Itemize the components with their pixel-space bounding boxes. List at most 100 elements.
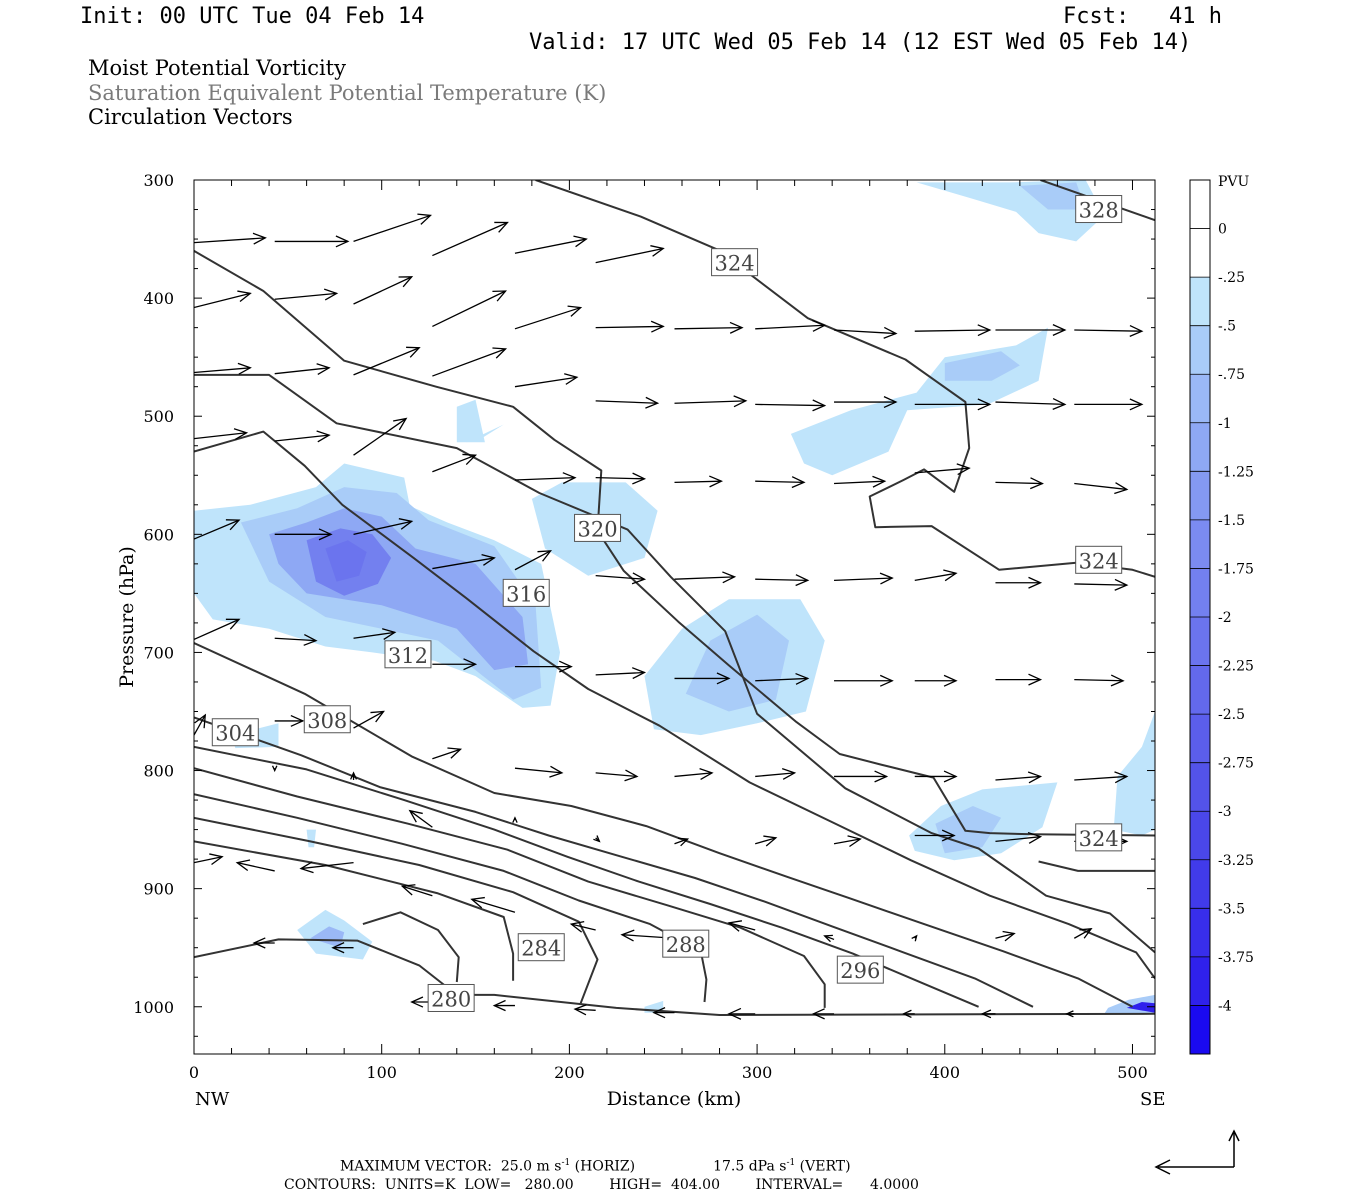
vector-head [883, 326, 898, 339]
circulation-vector [194, 428, 249, 441]
vector-head [400, 884, 416, 896]
colorbar-label: -3.5 [1218, 901, 1245, 917]
circulation-vector [1074, 482, 1129, 495]
vector-head [271, 765, 278, 773]
vector-head [235, 859, 251, 872]
circulation-vector [674, 475, 724, 488]
colorbar-swatch [1190, 180, 1210, 230]
vector-head [631, 572, 647, 585]
vector-shaft [755, 837, 777, 845]
thetae-contour-308-6 [194, 642, 1133, 1008]
vector-shaft [595, 247, 664, 264]
vector-head [1114, 771, 1129, 784]
vector-shaft [674, 400, 746, 404]
vector-head [447, 747, 463, 759]
vector-shaft [432, 290, 506, 328]
vector-shaft [674, 772, 713, 778]
vector-shaft [353, 418, 407, 456]
x-tick-label: 200 [554, 1063, 585, 1082]
vector-shaft [432, 348, 506, 377]
circulation-vector [755, 476, 806, 489]
x-tick-label: 100 [366, 1063, 397, 1082]
vector-shaft [995, 401, 1065, 406]
vector-head [763, 835, 778, 847]
circulation-vector [995, 831, 1043, 844]
vector-shaft [300, 862, 354, 870]
vector-shaft [995, 836, 1041, 843]
vector-shaft [755, 578, 808, 582]
y-tick-label: 600 [143, 525, 174, 544]
circulation-vector [432, 747, 463, 760]
vector-head [943, 770, 958, 783]
vector-shaft [995, 932, 1015, 939]
circulation-vector [674, 768, 714, 780]
vector-head [194, 713, 207, 729]
vector-shaft [755, 480, 805, 484]
vector-shaft [834, 480, 885, 485]
circulation-vector [995, 930, 1016, 942]
max-vector-horiz: 25.0 m s [500, 1158, 562, 1175]
vector-shaft [194, 432, 247, 440]
circulation-vector [1074, 578, 1129, 591]
vector-shaft [194, 367, 251, 374]
circulation-vector [652, 1007, 675, 1019]
contour-label-text: 316 [506, 582, 546, 606]
contour-label-324: 324 [1075, 823, 1123, 852]
circulation-vector [833, 835, 862, 848]
vector-head [1052, 398, 1067, 410]
vector-head [1029, 477, 1044, 490]
circulation-vector [914, 398, 992, 411]
vector-shaft [595, 476, 645, 480]
circulation-vector [353, 518, 414, 535]
contour-label-text: 320 [577, 517, 617, 541]
pv-region-11 [944, 351, 1020, 381]
circulation-vector [274, 235, 350, 248]
vector-head [781, 767, 797, 780]
circulation-vector [995, 771, 1043, 784]
colorbar-swatch [1190, 519, 1210, 569]
colorbar-swatch [1190, 956, 1210, 1006]
circulation-vector [252, 937, 275, 949]
x-tick-label: 0 [189, 1063, 199, 1082]
vector-head [252, 937, 266, 949]
vector-head [812, 319, 827, 332]
circulation-vector [755, 574, 810, 587]
circulation-vectors [194, 213, 1144, 1020]
circulation-vector [995, 324, 1067, 336]
colorbar-swatch [1190, 422, 1210, 472]
vector-head [398, 276, 414, 288]
contour-label-box [1075, 195, 1123, 224]
thetae-contour-316-4 [194, 373, 1155, 954]
contour-label-text: 280 [431, 987, 471, 1011]
vector-shaft [1074, 678, 1124, 682]
vector-shaft [194, 237, 266, 244]
colorbar-swatch [1190, 762, 1210, 812]
vector-shaft [833, 838, 861, 845]
plot-frame [193, 179, 1156, 1055]
vector-head [652, 1007, 666, 1019]
vector-shaft [914, 467, 970, 474]
pv-region-20 [306, 829, 316, 848]
circulation-vector [353, 628, 397, 640]
circulation-vector [353, 417, 408, 456]
vector-head [237, 290, 252, 303]
vector-head [406, 346, 421, 358]
vector-head [1028, 673, 1043, 686]
vector-shaft [1074, 775, 1127, 781]
vector-head [631, 667, 647, 680]
vector-head [1065, 1010, 1074, 1018]
circulation-vector [995, 398, 1067, 410]
y-tick-label: 800 [143, 762, 174, 781]
vector-head [462, 453, 478, 465]
endpoint-left: NW [195, 1089, 230, 1110]
vector-shaft [353, 631, 395, 639]
vector-head [492, 999, 506, 1012]
circulation-vector [674, 672, 731, 685]
contour-label-312: 312 [384, 640, 432, 669]
colorbar-label: -3 [1218, 804, 1232, 820]
vector-shaft [194, 292, 251, 309]
colorbar-swatch [1190, 617, 1210, 667]
vector-head [1027, 771, 1043, 784]
circulation-vector [914, 463, 971, 476]
contour-label-324: 324 [711, 248, 759, 277]
